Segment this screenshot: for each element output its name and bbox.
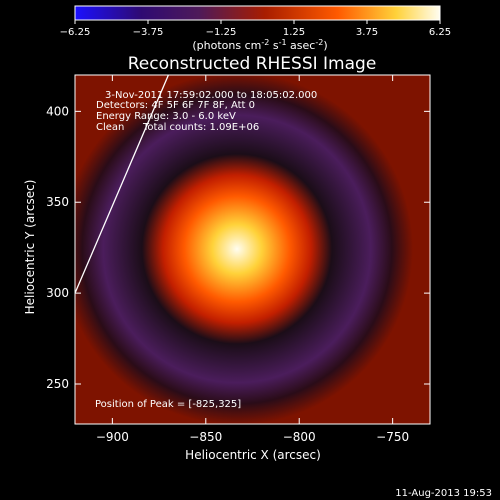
clean-text: Clean [96,122,124,133]
y-tick-label: 400 [46,104,69,118]
colorbar-units-s: s [269,39,278,52]
peak-position-text: Position of Peak = [-825,325] [95,399,241,410]
x-axis: −900 −850 −800 −750 [96,75,409,444]
y-tick-label: 300 [46,286,69,300]
colorbar-tick-label: 3.75 [356,27,378,38]
x-tick-label: −900 [96,430,129,444]
total-counts-text: Total counts: 1.09E+06 [142,122,259,133]
y-axis: 250 300 350 400 [46,104,430,391]
x-axis-label: Heliocentric X (arcsec) [185,448,321,462]
colorbar-tick-label: −1.25 [206,27,237,38]
colorbar-units-exp-asec: -2 [315,38,323,47]
time-range-text: 3-Nov-2011 17:59:02.000 to 18:05:02.000 [105,90,317,101]
colorbar [74,5,441,21]
colorbar-units-exp-cm: -2 [261,38,269,47]
y-tick-label: 350 [46,195,69,209]
colorbar-label: (photons cm-2 s-1 asec-2) [192,38,327,53]
x-tick-label: −800 [283,430,316,444]
colorbar-tick-label: −6.25 [60,27,91,38]
colorbar-tick-label: 6.25 [429,27,451,38]
y-tick-label: 250 [46,377,69,391]
timestamp: 11-Aug-2013 19:53 [395,488,492,499]
x-tick-label: −850 [189,430,222,444]
colorbar-units-suffix: ) [323,39,327,52]
colorbar-units-exp-s: -1 [279,38,287,47]
y-axis-label: Heliocentric Y (arcsec) [23,180,37,315]
plot-frame [74,74,431,425]
energy-range-text: Energy Range: 3.0 - 6.0 keV [96,111,236,122]
chart-title: Reconstructed RHESSI Image [128,54,377,74]
colorbar-units-asec: asec [287,39,316,52]
detectors-text: Detectors: 4F 5F 6F 7F 8F, Att 0 [96,100,255,111]
annotations: 3-Nov-2011 17:59:02.000 to 18:05:02.000 … [95,90,317,410]
limb-line [75,75,170,294]
plot-area [75,75,430,424]
colorbar-units-prefix: (photons cm [192,39,261,52]
x-tick-label: −750 [376,430,409,444]
heatmap-image [75,75,430,424]
colorbar-tick-label: 1.25 [283,27,305,38]
colorbar-ticks: −6.25 −3.75 −1.25 1.25 3.75 6.25 [60,20,451,38]
colorbar-tick-label: −3.75 [133,27,164,38]
